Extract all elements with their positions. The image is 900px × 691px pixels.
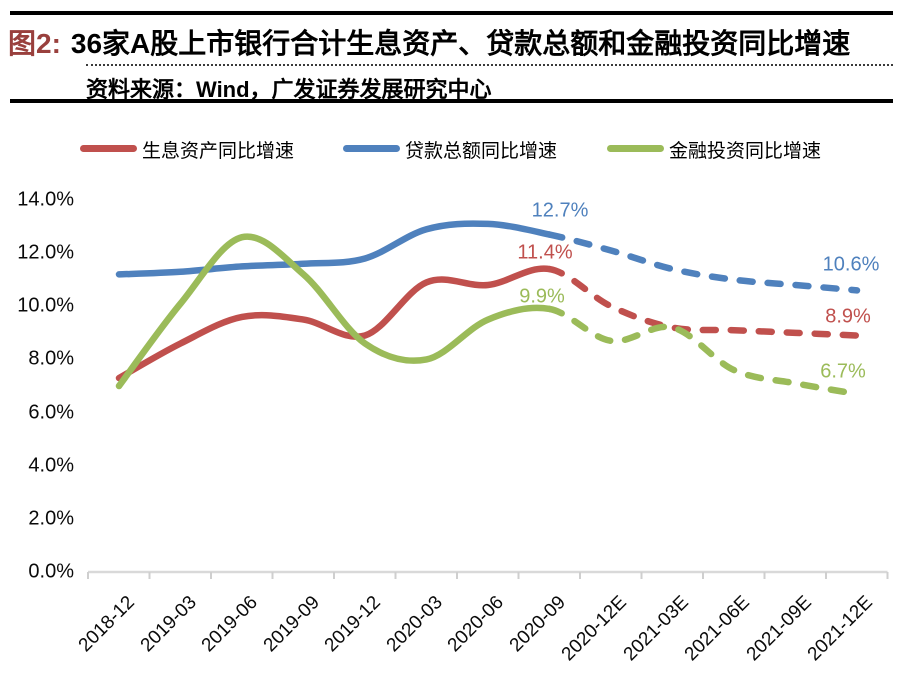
legend-label: 生息资产同比增速	[142, 141, 295, 162]
y-axis-label: 12.0%	[17, 241, 74, 264]
divider-bottom	[10, 99, 893, 103]
figure-title: 36家A股上市银行合计生息资产、贷款总额和金融投资同比增速	[70, 28, 851, 59]
legend-label: 金融投资同比增速	[669, 141, 822, 162]
legend-label: 贷款总额同比增速	[405, 141, 558, 162]
data-label: 9.9%	[519, 285, 565, 308]
data-label: 10.6%	[822, 253, 880, 276]
figure-header: 图2: 36家A股上市银行合计生息资产、贷款总额和金融投资同比增速	[8, 22, 894, 62]
series-line-forecast-2	[546, 305, 861, 398]
data-label: 6.7%	[820, 360, 866, 383]
series-line-solid-0	[115, 265, 553, 382]
y-axis-label: 8.0%	[28, 347, 74, 370]
legend-swatch	[607, 145, 664, 152]
y-axis-label: 4.0%	[28, 454, 74, 477]
figure-label: 图2:	[8, 28, 61, 59]
divider-top	[10, 11, 893, 15]
plot-area	[87, 220, 889, 579]
y-axis-label: 2.0%	[28, 507, 74, 530]
data-label: 8.9%	[825, 305, 871, 328]
legend-swatch	[80, 145, 137, 152]
series-line-forecast-0	[546, 265, 861, 339]
source-line: 资料来源：Wind，广发证券发展研究中心	[86, 77, 492, 102]
y-axis-label: 0.0%	[28, 560, 74, 583]
data-label: 12.7%	[531, 199, 589, 222]
series-line-forecast-1	[546, 231, 861, 294]
line-chart: 生息资产同比增速 贷款总额同比增速 金融投资同比增速 0.0% 2.0% 4.0% 6.0…	[0, 108, 900, 691]
y-axis-label: 10.0%	[17, 294, 74, 317]
dotted-divider	[86, 64, 893, 66]
y-axis-label: 14.0%	[17, 188, 74, 211]
y-axis-label: 6.0%	[28, 401, 74, 424]
series-line-solid-2	[115, 233, 553, 390]
legend-swatch	[343, 145, 400, 152]
data-label: 11.4%	[517, 241, 573, 264]
series-line-solid-1	[115, 220, 553, 278]
